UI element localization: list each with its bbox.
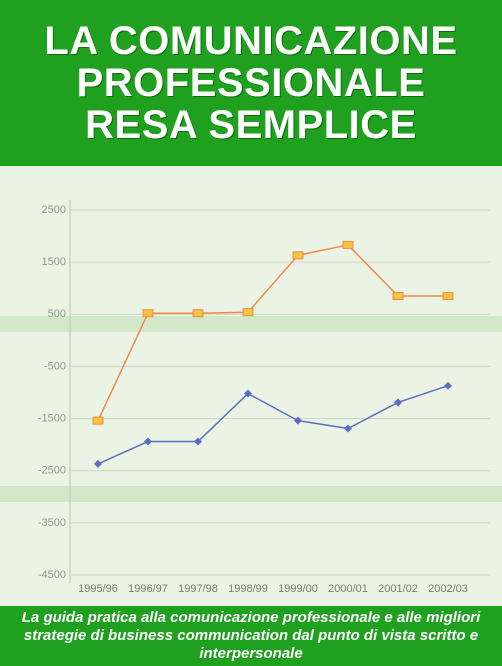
y-tick-label: -2500 xyxy=(38,465,66,477)
band xyxy=(0,486,502,502)
point xyxy=(444,381,452,390)
y-tick-label: 1500 xyxy=(42,256,66,268)
x-tick-label: 1997/98 xyxy=(178,583,218,595)
y-tick-label: -4500 xyxy=(38,569,66,581)
x-tick-label: 1996/97 xyxy=(128,583,168,595)
y-tick-label: -1500 xyxy=(38,412,66,424)
y-tick-label: 500 xyxy=(48,308,66,320)
subtitle: La guida pratica alla comunicazione prof… xyxy=(21,609,481,662)
x-tick-label: 1995/96 xyxy=(78,583,118,595)
point xyxy=(194,437,202,446)
point xyxy=(242,308,254,317)
band xyxy=(0,316,502,332)
chart: 2500 1500 500 -500 -1500 -2500 -3500 -4500 1995/… xyxy=(0,166,502,606)
x-tick-label: 1998/99 xyxy=(228,583,268,595)
point xyxy=(94,459,102,468)
point xyxy=(294,416,302,425)
point xyxy=(344,424,352,433)
point xyxy=(92,416,104,425)
point xyxy=(142,309,154,318)
point xyxy=(342,240,354,249)
title-line: PROFESSIONALE xyxy=(76,61,426,105)
x-tick-label: 2002/03 xyxy=(428,583,468,595)
series-line xyxy=(97,244,448,421)
y-tick-label: -3500 xyxy=(38,517,66,529)
header: LA COMUNICAZIONE PROFESSIONALE RESA SEMP… xyxy=(0,0,502,166)
y-tick-label: -500 xyxy=(44,360,66,372)
point xyxy=(392,292,404,301)
footer: La guida pratica alla comunicazione prof… xyxy=(0,606,502,666)
title-line: RESA SEMPLICE xyxy=(85,103,417,147)
point xyxy=(292,251,304,260)
point xyxy=(442,292,454,301)
series-line xyxy=(97,385,449,465)
point xyxy=(144,437,152,446)
x-tick-label: 2000/01 xyxy=(328,583,368,595)
point xyxy=(394,398,402,407)
point xyxy=(244,389,252,398)
x-tick-label: 2001/02 xyxy=(378,583,418,595)
x-tick-label: 1999/00 xyxy=(278,583,318,595)
title-line: LA COMUNICAZIONE xyxy=(44,19,458,63)
y-tick-label: 2500 xyxy=(42,204,66,216)
point xyxy=(192,309,204,318)
